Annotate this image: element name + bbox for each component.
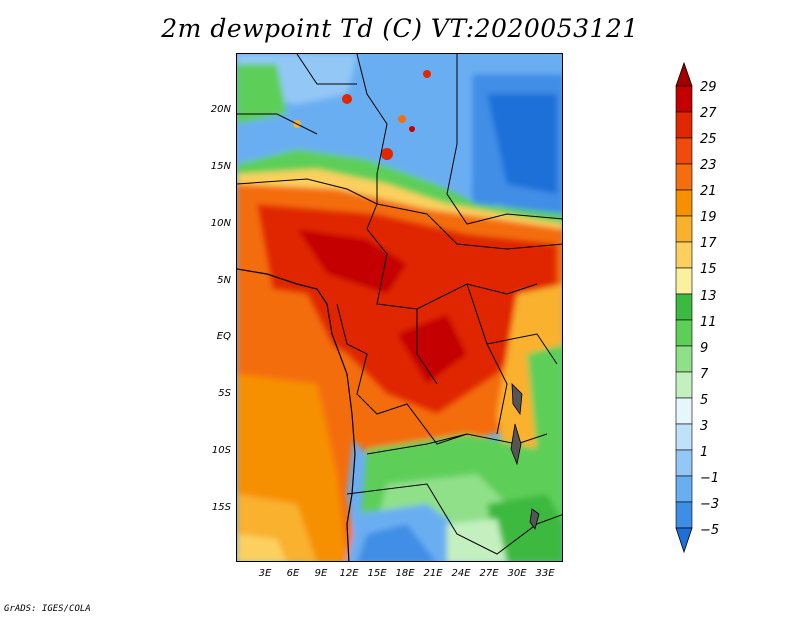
colorbar-label: −1 (700, 471, 720, 486)
colorbar-label: 29 (700, 80, 717, 95)
colorbar-label: 3 (700, 419, 709, 434)
colorbar-label: 1 (700, 445, 709, 460)
colorbar-segment (675, 501, 693, 529)
colorbar-segment (675, 189, 693, 217)
colorbar-label: 23 (700, 158, 717, 173)
x-tick-label: 6E (286, 568, 300, 579)
colorbar-segment (675, 423, 693, 451)
colorbar-label: 27 (700, 106, 717, 121)
x-tick-label: 9E (314, 568, 328, 579)
colorbar-segment (675, 293, 693, 321)
footer-credit: GrADS: IGES/COLA (4, 604, 91, 614)
colorbar (675, 61, 693, 554)
y-tick-label: 20N (210, 104, 231, 115)
y-tick-label: 10N (210, 218, 231, 229)
colorbar-segment (675, 475, 693, 503)
colorbar-label: 19 (700, 210, 717, 225)
x-tick-label: 12E (339, 568, 359, 579)
colorbar-segment (675, 397, 693, 425)
y-tick-label: EQ (216, 331, 231, 342)
dewpoint-map (236, 53, 563, 562)
colorbar-segment (675, 215, 693, 243)
colorbar-segment (675, 319, 693, 347)
colorbar-segment (675, 163, 693, 191)
colorbar-label: 21 (700, 184, 717, 199)
colorbar-bottom-arrow (675, 527, 693, 554)
x-tick-label: 3E (258, 568, 272, 579)
colorbar-label: 25 (700, 132, 717, 147)
colorbar-label: 11 (700, 315, 717, 330)
colorbar-label: 17 (700, 236, 717, 251)
y-tick-label: 5N (217, 275, 231, 286)
colorbar-label: −5 (700, 523, 720, 538)
colorbar-segment (675, 85, 693, 113)
x-tick-label: 24E (451, 568, 471, 579)
colorbar-segment (675, 449, 693, 477)
colorbar-top-arrow (675, 61, 693, 87)
colorbar-segment (675, 111, 693, 139)
x-tick-label: 27E (479, 568, 499, 579)
x-tick-label: 21E (423, 568, 443, 579)
dewpoint-field (237, 54, 562, 561)
colorbar-label: −3 (700, 497, 720, 512)
colorbar-segment (675, 345, 693, 373)
colorbar-label: 7 (700, 367, 709, 382)
colorbar-label: 9 (700, 341, 709, 356)
map-title: 2m dewpoint Td (C) VT:2020053121 (161, 14, 639, 43)
y-tick-label: 15N (210, 161, 231, 172)
x-tick-label: 30E (507, 568, 527, 579)
y-tick-label: 5S (218, 388, 231, 399)
colorbar-segment (675, 137, 693, 165)
colorbar-label: 15 (700, 262, 717, 277)
colorbar-segment (675, 267, 693, 295)
colorbar-segment (675, 241, 693, 269)
y-tick-label: 10S (211, 445, 231, 456)
y-tick-label: 15S (211, 502, 231, 513)
x-tick-label: 33E (535, 568, 555, 579)
colorbar-segment (675, 371, 693, 399)
colorbar-label: 13 (700, 289, 717, 304)
x-tick-label: 18E (395, 568, 415, 579)
colorbar-label: 5 (700, 393, 709, 408)
x-tick-label: 15E (367, 568, 387, 579)
